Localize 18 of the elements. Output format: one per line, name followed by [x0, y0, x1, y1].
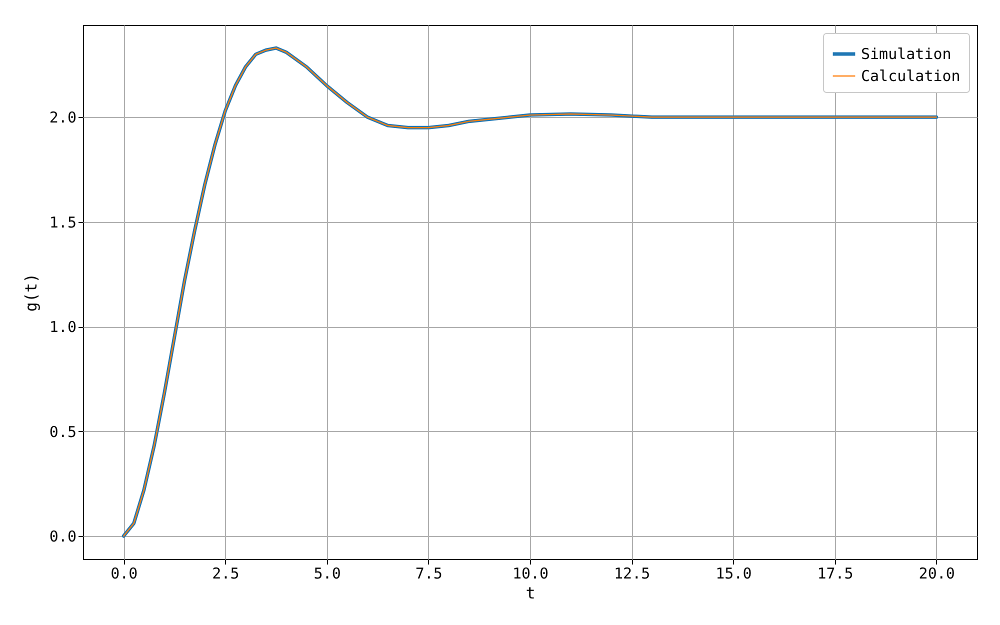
x-tick-label: 12.5: [614, 564, 650, 582]
legend-label: Calculation: [861, 67, 960, 85]
x-tick-label: 2.5: [212, 564, 240, 582]
legend-label: Simulation: [861, 45, 952, 63]
y-tick-label: 1.5: [49, 213, 76, 232]
x-tick-label: 15.0: [716, 564, 752, 582]
x-tick-label: 17.5: [817, 564, 854, 582]
x-tick-label: 7.5: [415, 564, 442, 582]
x-tick-label: 10.0: [512, 564, 549, 582]
x-tick-label: 5.0: [314, 564, 341, 582]
y-tick-label: 2.0: [49, 108, 76, 127]
y-tick-label: 0.5: [49, 422, 76, 441]
x-tick-label: 0.0: [110, 564, 138, 582]
x-axis-title: t: [526, 584, 536, 602]
y-tick-label: 1.0: [49, 318, 76, 336]
y-tick-label: 0.0: [49, 527, 76, 546]
x-tick-label: 20.0: [918, 564, 955, 582]
y-axis-title: g(t): [21, 273, 40, 312]
